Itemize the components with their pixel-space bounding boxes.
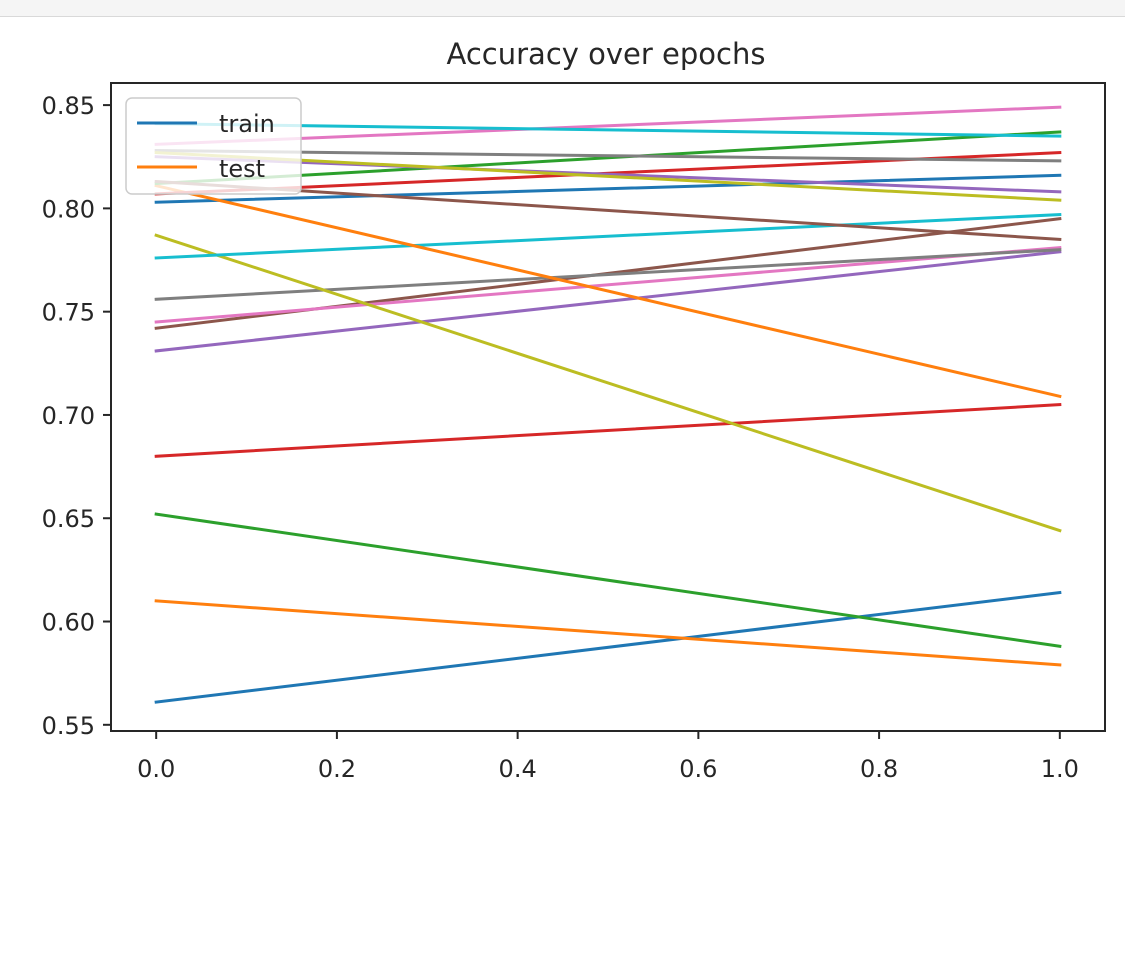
y-tick-label: 0.55 [42, 712, 95, 740]
series-line-11 [154, 183, 1062, 399]
series-line-18 [154, 151, 1062, 202]
series-line-0 [154, 590, 1062, 704]
chart-title: Accuracy over epochs [447, 37, 766, 71]
x-tick-label: 0.2 [318, 755, 356, 783]
series-line-4 [154, 250, 1062, 353]
series-line-15 [154, 179, 1062, 241]
series-line-1 [154, 599, 1062, 667]
series-line-9 [154, 213, 1062, 260]
series-line-10 [154, 173, 1062, 204]
series-line-6 [154, 246, 1062, 324]
series-line-2 [154, 512, 1062, 649]
y-tick-label: 0.70 [42, 402, 95, 430]
x-tick-label: 0.0 [137, 755, 175, 783]
series-line-8 [154, 233, 1062, 533]
notebook-output-top-bar [0, 0, 1125, 17]
y-tick-label: 0.60 [42, 609, 95, 637]
x-tick-label: 0.4 [499, 755, 537, 783]
series-line-14 [154, 155, 1062, 194]
series-layer [154, 105, 1062, 704]
series-line-17 [154, 149, 1062, 163]
y-tick-label: 0.85 [42, 92, 95, 120]
series-line-19 [154, 122, 1062, 138]
x-tick-label: 0.8 [860, 755, 898, 783]
series-line-7 [154, 248, 1062, 301]
axes-layer: 0.0 0.2 0.4 0.6 0.8 1.0 0.55 0.60 0.65 0.70 0.75 0.… [42, 92, 1079, 783]
legend: train test [125, 97, 302, 195]
y-tick-label: 0.65 [42, 505, 95, 533]
y-tick-label: 0.80 [42, 195, 95, 223]
series-line-12 [154, 130, 1062, 186]
legend-label-train: train [219, 110, 275, 138]
x-tick-label: 0.6 [679, 755, 717, 783]
series-line-3 [154, 403, 1062, 458]
legend-label-test: test [219, 155, 265, 183]
x-tick-label: 1.0 [1041, 755, 1079, 783]
series-line-16 [154, 105, 1062, 146]
y-tick-label: 0.75 [42, 299, 95, 327]
